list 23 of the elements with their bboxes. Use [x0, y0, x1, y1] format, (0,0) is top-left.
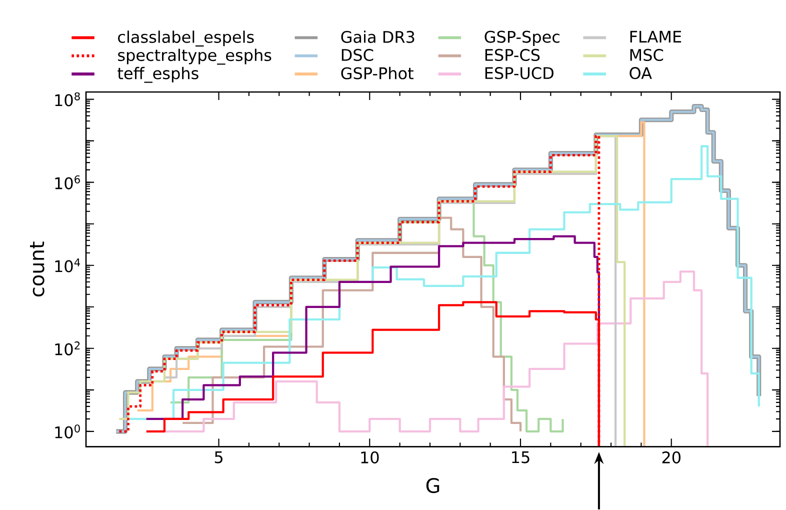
y-tick-label: 10$^{0}$ [55, 424, 80, 438]
legend-label: MSC [630, 48, 664, 62]
legend-label: FLAME [630, 30, 682, 43]
x-tick-label: 10 [361, 451, 379, 464]
y-tick-label: 10$^{6}$ [55, 175, 80, 190]
x-axis-title: G [426, 478, 440, 494]
legend-label: spectraltype_esphs [118, 48, 272, 65]
legend-label: Gaia DR3 [341, 30, 414, 43]
legend-label: GSP-Spec [484, 30, 560, 46]
y-tick-label: 10$^{2}$ [55, 341, 80, 356]
legend-label: GSP-Phot [341, 66, 414, 80]
legend-label: ESP-UCD [485, 67, 554, 80]
legend-label: DSC [342, 48, 374, 62]
x-tick-label: 15 [512, 451, 530, 464]
y-tick-label: 10$^{8}$ [55, 92, 80, 106]
legend-label: classlabel_espels [118, 30, 254, 47]
y-tick-label: 10$^{4}$ [55, 258, 80, 272]
x-tick-label: 5 [214, 451, 222, 464]
legend-label: OA [630, 67, 652, 80]
x-tick-label: 20 [662, 451, 680, 464]
legend-label: ESP-CS [485, 48, 540, 62]
y-axis-title: count [30, 242, 44, 296]
legend-label: teff_esphs [118, 66, 198, 83]
